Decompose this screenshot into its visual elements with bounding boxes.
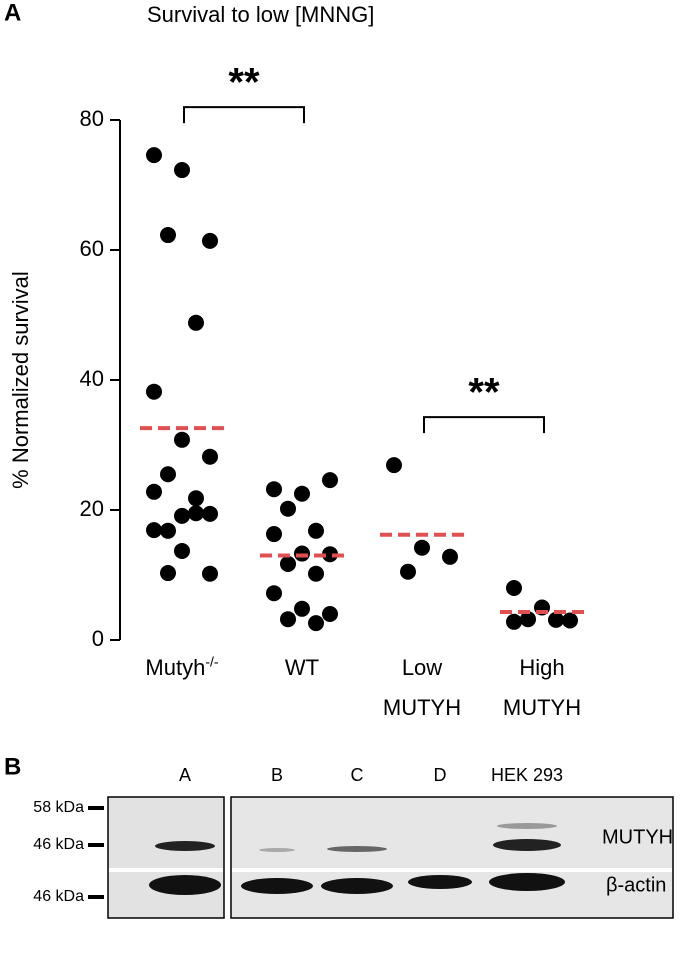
dot — [146, 383, 162, 400]
band — [493, 839, 561, 851]
dot — [294, 485, 310, 502]
dot — [202, 565, 218, 582]
dot — [386, 457, 402, 474]
band — [259, 848, 295, 852]
row-label: β-actin — [606, 874, 666, 896]
band — [149, 875, 221, 895]
dot — [322, 606, 338, 622]
dot — [188, 314, 204, 331]
dot — [322, 472, 338, 489]
y-tick-label: 40 — [80, 366, 104, 391]
dot — [174, 431, 190, 448]
x-tick-label-box: High MUTYH — [482, 648, 602, 728]
lane-label: A — [179, 765, 191, 785]
dot — [160, 565, 176, 582]
dot — [202, 448, 218, 465]
dot — [280, 500, 296, 517]
dot — [520, 611, 536, 628]
lane-label: HEK 293 — [491, 765, 563, 785]
dot — [160, 227, 176, 244]
category-text: High MUTYH — [502, 655, 582, 720]
dot — [266, 526, 282, 543]
blot-divider — [109, 868, 223, 872]
marker-label: 46 kDa — [33, 836, 84, 853]
marker-label: 58 kDa — [33, 799, 84, 816]
x-tick-label: Mutyh-/- — [122, 648, 242, 688]
dot — [400, 563, 416, 580]
lane-label: C — [351, 765, 364, 785]
chart-title: Survival to low [MNNG] — [147, 2, 374, 27]
band — [408, 875, 472, 889]
dot — [308, 522, 324, 539]
x-tick-label: WT — [242, 648, 362, 688]
dot — [442, 548, 458, 565]
blot — [88, 796, 674, 919]
dot — [562, 612, 578, 629]
dot — [146, 147, 162, 164]
dot — [160, 466, 176, 483]
x-tick-label: High MUTYH — [482, 648, 602, 728]
x-tick-label: Low MUTYH — [362, 648, 482, 728]
dot — [280, 611, 296, 628]
category-text: Mutyh — [145, 655, 206, 680]
panel-label: B — [4, 753, 21, 780]
band — [321, 878, 393, 894]
band — [489, 873, 565, 891]
blot-box — [107, 796, 225, 919]
dot — [174, 542, 190, 559]
blot-divider — [232, 868, 672, 872]
dot — [160, 522, 176, 539]
significance-bracket — [183, 106, 305, 124]
dot — [202, 505, 218, 522]
dot — [174, 162, 190, 179]
lane-label: D — [434, 765, 447, 785]
dot — [414, 539, 430, 556]
dot — [280, 555, 296, 572]
dot — [266, 481, 282, 498]
band — [155, 841, 215, 851]
dot — [188, 505, 204, 522]
superscript: -/- — [205, 653, 219, 670]
band — [241, 878, 313, 894]
y-axis-label: % Normalized survival — [8, 271, 33, 489]
significance-label: ** — [228, 61, 260, 105]
x-tick-label-box: WT — [242, 648, 362, 688]
y-tick-label: 80 — [80, 106, 104, 131]
x-tick-label-box: Mutyh-/- — [122, 648, 242, 688]
dot — [506, 580, 522, 596]
significance-label: ** — [468, 371, 500, 415]
dot — [548, 611, 564, 628]
lane-label: B — [271, 765, 283, 785]
dot — [174, 507, 190, 524]
blot-box — [230, 796, 674, 919]
dot — [202, 232, 218, 249]
dot — [308, 565, 324, 582]
y-tick-label: 20 — [80, 496, 104, 521]
dot — [294, 600, 310, 617]
dot — [188, 490, 204, 507]
y-tick-label: 60 — [80, 236, 104, 261]
band — [497, 823, 557, 829]
row-label: MUTYH — [602, 826, 673, 848]
panel-label: A — [4, 0, 21, 26]
dot — [146, 483, 162, 500]
band — [327, 846, 387, 852]
marker-label: 46 kDa — [33, 888, 84, 905]
dot — [308, 615, 324, 632]
x-tick-label-box: Low MUTYH — [362, 648, 482, 728]
dot — [506, 613, 522, 630]
dot — [146, 522, 162, 539]
dot — [322, 546, 338, 563]
y-tick-label: 0 — [92, 626, 104, 651]
dot — [266, 585, 282, 602]
category-text: Low MUTYH — [382, 655, 462, 720]
significance-bracket — [423, 416, 545, 434]
category-text: WT — [284, 655, 320, 680]
